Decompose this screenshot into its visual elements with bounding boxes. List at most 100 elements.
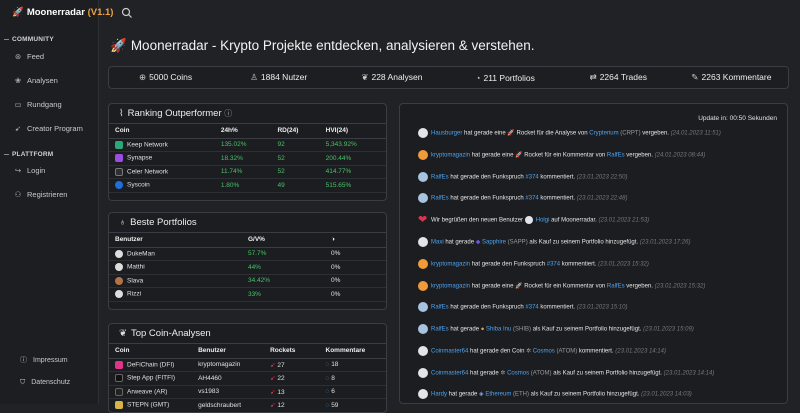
feed-extra: (SHIB) [511, 326, 532, 333]
table-row[interactable]: Celer Network 11.74% 52 414.77% [109, 165, 386, 179]
feed-target-link[interactable]: Cosmos [507, 370, 530, 377]
gv: 33% [241, 287, 326, 302]
feed-item: Hausburger hat gerade eine 🚀 Rocket für … [418, 128, 721, 138]
feed-text: hat gerade den Funkspruch [448, 195, 526, 202]
col-pie[interactable]: ◑ [325, 233, 386, 248]
feed-target-link[interactable]: #374 [546, 261, 561, 268]
footer-datenschutz[interactable]: ⛉ Datenschutz [20, 379, 70, 387]
sidebar-item-label: Creator Program [27, 124, 83, 133]
col-rd[interactable]: RD(24) [271, 124, 320, 139]
table-row[interactable]: Step App (FITFI) AH4460 ➹ 22 ◌ 8 [109, 371, 386, 386]
gv: 34.42% [241, 274, 326, 288]
sidebar-item-rundgang[interactable]: ▭ Rundgang [13, 100, 62, 109]
feed-target-link[interactable]: RalfEs [606, 283, 625, 290]
table-row[interactable]: DukeMan 57.7% 0% [109, 247, 386, 261]
feed-user-link[interactable]: Maxi [431, 239, 444, 246]
feed-target-link[interactable]: Ethereum [485, 391, 512, 398]
footer-label: Datenschutz [31, 379, 71, 386]
feed-extra: (ATOM) [529, 370, 552, 377]
stat-analysen[interactable]: ❦ 228 Analysen [335, 72, 448, 83]
synapse-icon [115, 154, 123, 163]
feed-text: hat gerade eine 🚀 Rocket für ein Komment… [470, 283, 607, 290]
table-row[interactable]: Arweave (AR) vs1983 ➹ 13 ◌ 6 [109, 385, 386, 399]
sidebar-item-registrieren[interactable]: ⚇ Registrieren [13, 190, 68, 199]
pie-icon: ◔ [475, 72, 481, 83]
sidebar-item-label: Feed [27, 52, 45, 61]
feed-tail: kommentiert. [538, 304, 577, 311]
col-hvi[interactable]: HVI(24) [319, 124, 386, 139]
feed-target-link[interactable]: #374 [525, 174, 539, 181]
table-row[interactable]: Matthi 44% 0% [109, 260, 386, 275]
feed-target-link[interactable]: Shiba Inu [486, 326, 512, 333]
sidebar-item-analysen[interactable]: ❀ Analysen [13, 76, 58, 85]
avatar [418, 302, 428, 312]
table-row[interactable]: Keep Network 135.02% 92 5,343.92% [109, 138, 386, 152]
feed-user-link[interactable]: Hardy [431, 391, 448, 398]
feed-time: (24.01.2023 11:51) [670, 130, 721, 137]
feed-item: RalfEs hat gerade den Funkspruch #374 ko… [418, 193, 627, 203]
feed-target-link[interactable]: Cosmos [532, 348, 555, 355]
feed-target-link[interactable]: Holgi [535, 217, 550, 224]
feed-target-link[interactable]: Crypterium [589, 130, 619, 137]
sidebar-item-label: Analysen [27, 76, 58, 85]
feed-user-link[interactable]: kryptomagazin [431, 152, 471, 159]
stat-trades[interactable]: ⇄ 2264 Trades [562, 72, 675, 83]
col-kommentare[interactable]: Kommentare [319, 344, 386, 359]
analysis-icon: ❀ [14, 76, 22, 85]
feed-user-link[interactable]: kryptomagazin [431, 261, 471, 268]
rockets: 12 [277, 402, 285, 410]
coin-name: Step App (FITFI) [127, 374, 176, 382]
sidebar-item-creator-program[interactable]: ➹ Creator Program [13, 124, 83, 133]
stat-nutzer[interactable]: ♙ 1884 Nutzer [222, 72, 335, 83]
feed-user-link[interactable]: Coinmaster64 [431, 348, 469, 355]
sidebar-item-login[interactable]: ↪ Login [13, 166, 46, 175]
stat-portfolios[interactable]: ◔ 211 Portfolios [449, 73, 562, 83]
col-rockets[interactable]: Rockets [264, 344, 320, 359]
coin-name: Arweave (AR) [127, 388, 168, 396]
sidebar-item-feed[interactable]: ⊛ Feed [13, 52, 44, 61]
outperformer-table: Coin 24h% RD(24) HVI(24) Keep Network 135… [109, 124, 386, 193]
user-name: AH4460 [192, 371, 265, 386]
feed-target-link[interactable]: RalfEs [606, 152, 625, 159]
feed-user-link[interactable]: RalfEs [431, 174, 449, 181]
comment-icon: ◌ [325, 361, 330, 369]
col-gv[interactable]: G/V% [241, 233, 326, 248]
feed-user-link[interactable]: kryptomagazin [431, 283, 471, 290]
stepn-icon [115, 401, 123, 410]
feed-user-link[interactable]: RalfEs [431, 195, 449, 202]
feed-item: kryptomagazin hat gerade eine 🚀 Rocket f… [418, 150, 705, 160]
stat-coins[interactable]: ⊕ 5000 Coins [109, 72, 222, 83]
feed-text: hat gerade [468, 370, 501, 377]
feed-user-link[interactable]: RalfEs [431, 326, 449, 333]
video-icon: ▭ [14, 100, 22, 109]
table-row[interactable]: Slava 34.42% 0% [109, 274, 386, 288]
avatar [418, 150, 428, 160]
feed-target-link[interactable]: #374 [525, 304, 539, 311]
brand-logo[interactable]: 🚀 Moonerradar (V1.1) [12, 7, 113, 18]
table-row[interactable]: DeFiChain (DFI) kryptomagazin ➹ 27 ◌ 18 [109, 358, 386, 372]
avatar [418, 172, 428, 182]
info-icon[interactable]: ⓘ [224, 109, 233, 118]
table-row[interactable]: Synapse 18.32% 52 200.44% [109, 151, 386, 166]
feed-text: hat gerade den Funkspruch [470, 261, 547, 268]
feed-user-link[interactable]: Hausburger [431, 130, 463, 137]
card-title: ⌇ Ranking Outperformer ⓘ [109, 104, 386, 124]
table-row[interactable]: Syscoin 1.80% 49 515.65% [109, 178, 386, 193]
user-icon: ♙ [250, 72, 258, 82]
login-icon: ↪ [14, 166, 22, 175]
feed-target-link[interactable]: #374 [525, 195, 539, 202]
sidebar-item-label: Rundgang [27, 100, 62, 109]
table-row[interactable]: STEPN (GMT) geldschraubert ➹ 12 ◌ 59 [109, 398, 386, 412]
feed-user-link[interactable]: RalfEs [431, 304, 449, 311]
col-24h[interactable]: 24h% [214, 124, 272, 139]
leaf-icon: ❦ [119, 328, 127, 339]
search-icon[interactable] [121, 7, 133, 19]
feed-tail: als Kauf zu seinem Portfolio hinzugefügt… [531, 326, 644, 333]
table-row[interactable]: Rizzi 33% 0% [109, 287, 386, 302]
stat-text: 2263 Kommentare [701, 72, 772, 82]
stat-kommentare[interactable]: ✎ 2263 Kommentare [675, 72, 788, 83]
feed-target-link[interactable]: Sapphire [481, 239, 507, 246]
footer-impressum[interactable]: ⓘ Impressum [20, 355, 68, 365]
feed-user-link[interactable]: Coinmaster64 [431, 370, 469, 377]
feed-time: (23.01.2023 15:32) [598, 261, 649, 268]
